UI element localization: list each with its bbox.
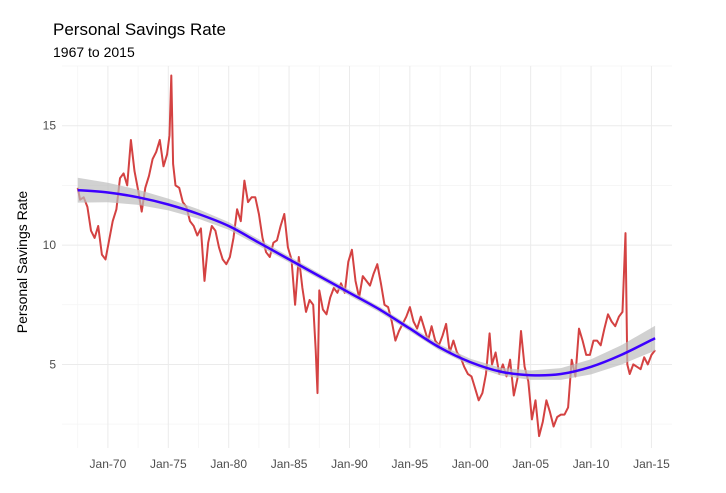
x-tick-label: Jan-10 xyxy=(573,457,610,471)
x-tick-label: Jan-85 xyxy=(271,457,308,471)
x-tick-label: Jan-05 xyxy=(512,457,549,471)
x-tick-label: Jan-15 xyxy=(633,457,670,471)
y-axis-ticks: 5 10 15 xyxy=(43,119,57,372)
x-tick-label: Jan-70 xyxy=(90,457,127,471)
plot-area xyxy=(76,74,656,438)
confidence-band xyxy=(77,177,656,380)
y-axis-label: Personal Savings Rate xyxy=(14,191,30,334)
y-tick-label: 10 xyxy=(43,238,57,252)
x-axis-ticks: Jan-70 Jan-75 Jan-80 Jan-85 Jan-90 Jan-95 Jan-… xyxy=(90,457,671,471)
x-tick-label: Jan-00 xyxy=(452,457,489,471)
savings-rate-line xyxy=(76,74,656,438)
trend-line xyxy=(77,188,656,377)
x-tick-label: Jan-75 xyxy=(150,457,187,471)
x-tick-label: Jan-80 xyxy=(210,457,247,471)
chart-title: Personal Savings Rate xyxy=(53,20,226,39)
y-tick-label: 15 xyxy=(43,119,57,133)
x-tick-label: Jan-95 xyxy=(392,457,429,471)
major-gridlines xyxy=(62,66,672,448)
y-tick-label: 5 xyxy=(49,357,56,371)
x-tick-label: Jan-90 xyxy=(331,457,368,471)
minor-gridlines xyxy=(62,65,672,448)
chart-subtitle: 1967 to 2015 xyxy=(53,44,135,60)
